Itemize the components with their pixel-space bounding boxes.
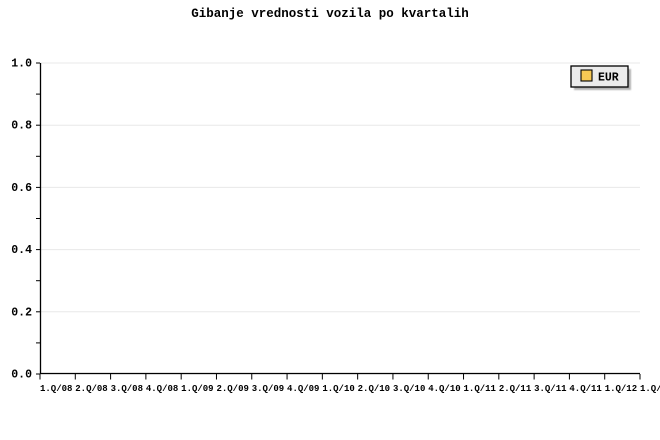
svg-text:EUR: EUR [598, 72, 619, 85]
svg-text:2.Q/09: 2.Q/09 [216, 384, 248, 394]
svg-text:0.8: 0.8 [11, 120, 32, 133]
svg-text:4.Q/09: 4.Q/09 [287, 384, 319, 394]
svg-text:0.4: 0.4 [11, 244, 32, 257]
svg-text:4.Q/10: 4.Q/10 [428, 384, 460, 394]
svg-text:0.2: 0.2 [11, 306, 32, 319]
svg-text:2.Q/08: 2.Q/08 [75, 384, 107, 394]
svg-text:1.Q/11: 1.Q/11 [464, 384, 497, 394]
svg-text:3.Q/08: 3.Q/08 [111, 384, 143, 394]
svg-text:4.Q/11: 4.Q/11 [569, 384, 602, 394]
svg-text:3.Q/11: 3.Q/11 [534, 384, 567, 394]
svg-text:3.Q/09: 3.Q/09 [252, 384, 284, 394]
svg-text:0.6: 0.6 [11, 182, 32, 195]
svg-text:0.0: 0.0 [11, 369, 32, 382]
svg-text:1.Q/12: 1.Q/12 [640, 384, 660, 394]
svg-text:Gibanje vrednosti vozila po kv: Gibanje vrednosti vozila po kvartalih [191, 7, 469, 21]
svg-text:1.Q/10: 1.Q/10 [322, 384, 354, 394]
svg-text:1.Q/12: 1.Q/12 [605, 384, 637, 394]
svg-text:4.Q/08: 4.Q/08 [146, 384, 178, 394]
svg-text:1.Q/08: 1.Q/08 [40, 384, 72, 394]
svg-text:2.Q/10: 2.Q/10 [358, 384, 390, 394]
svg-text:1.Q/09: 1.Q/09 [181, 384, 213, 394]
svg-text:3.Q/10: 3.Q/10 [393, 384, 425, 394]
svg-text:1.0: 1.0 [11, 58, 32, 71]
svg-text:2.Q/11: 2.Q/11 [499, 384, 532, 394]
